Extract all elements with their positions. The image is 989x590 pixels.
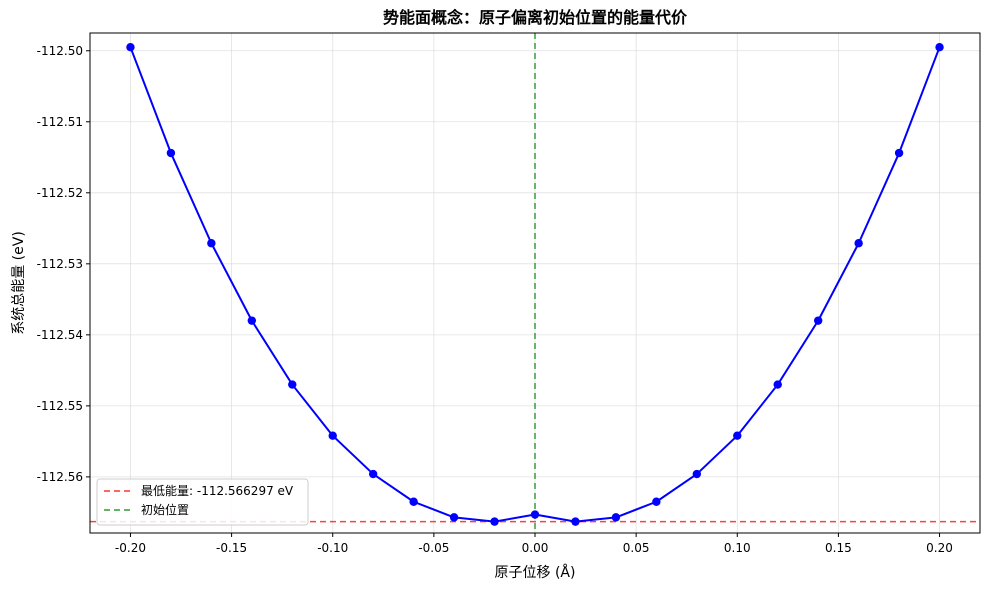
y-tick-label: -112.56 xyxy=(37,470,83,484)
energy-data-point xyxy=(854,239,863,248)
x-tick-label: 0.10 xyxy=(724,541,751,555)
legend-box xyxy=(96,478,309,526)
x-tick-label: -0.05 xyxy=(418,541,449,555)
energy-data-point xyxy=(166,148,176,158)
energy-data-point xyxy=(894,148,904,158)
x-axis-ticks: -0.20 -0.15 -0.10 -0.05 0.00 0.05 0.10 0.15 0.20 xyxy=(115,533,953,555)
energy-data-point xyxy=(692,469,702,479)
x-tick-label: 0.20 xyxy=(926,541,953,555)
energy-data-point xyxy=(935,43,944,52)
y-tick-label: -112.53 xyxy=(37,257,83,271)
y-tick-label: -112.51 xyxy=(37,115,83,129)
y-axis-ticks: -112.50 -112.51 -112.52 -112.53 -112.54 -112.… xyxy=(37,44,90,484)
y-tick-label: -112.50 xyxy=(37,44,83,58)
x-tick-label: 0.15 xyxy=(825,541,852,555)
y-axis-label: 系统总能量 (eV) xyxy=(11,231,27,335)
chart-title: 势能面概念：原子偏离初始位置的能量代价 xyxy=(383,8,688,27)
energy-data-point xyxy=(409,497,418,506)
energy-data-point xyxy=(368,469,378,479)
series-layer xyxy=(126,43,944,526)
energy-data-point xyxy=(773,380,782,389)
x-tick-label: -0.15 xyxy=(216,541,247,555)
x-axis-label: 原子位移 (Å) xyxy=(495,564,576,581)
energy-data-point xyxy=(126,43,135,52)
x-tick-label: -0.10 xyxy=(317,541,348,555)
energy-data-point xyxy=(571,517,580,526)
energy-data-point xyxy=(247,316,257,325)
energy-data-point xyxy=(449,513,459,522)
energy-data-point xyxy=(207,239,216,248)
energy-data-point xyxy=(611,513,621,522)
legend: 最低能量: -112.566297 eV 初始位置 xyxy=(96,478,309,526)
legend-label-min-energy: 最低能量: -112.566297 eV xyxy=(141,484,294,498)
x-tick-label: 0.05 xyxy=(623,541,650,555)
energy-data-point xyxy=(652,497,661,506)
energy-data-point xyxy=(328,431,337,440)
x-tick-label: 0.00 xyxy=(522,541,549,555)
y-tick-label: -112.52 xyxy=(37,186,83,200)
energy-data-point xyxy=(490,517,499,526)
energy-data-point xyxy=(733,431,742,440)
energy-data-point xyxy=(813,316,823,325)
y-tick-label: -112.54 xyxy=(37,328,83,342)
y-tick-label: -112.55 xyxy=(37,399,83,413)
energy-data-point xyxy=(530,510,540,519)
legend-label-initial-position: 初始位置 xyxy=(141,502,189,517)
energy-data-point xyxy=(288,380,297,389)
reference-lines xyxy=(90,33,980,533)
x-tick-label: -0.20 xyxy=(115,541,146,555)
